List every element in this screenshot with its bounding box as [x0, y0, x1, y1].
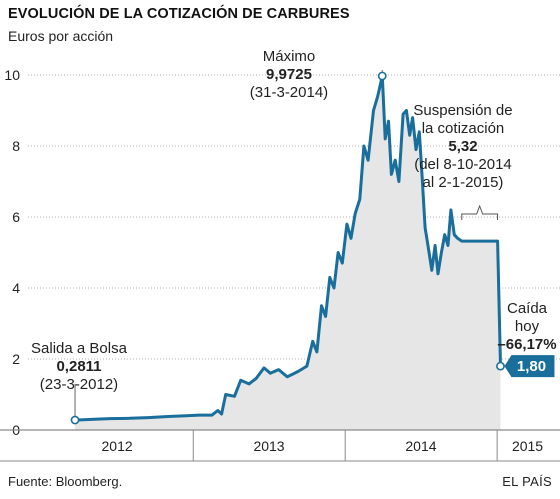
y-tick-label: 4: [12, 280, 20, 296]
max-value: 9,9725: [266, 66, 312, 83]
y-tick-label: 6: [12, 209, 20, 225]
publisher-logo: EL PAÍS: [502, 474, 552, 489]
x-tick-label: 2012: [102, 438, 133, 454]
suspension-line1: Suspensión de: [413, 102, 513, 119]
price-line: [70, 71, 505, 425]
drop-line1: Caída: [506, 300, 548, 317]
source-note: Fuente: Bloomberg.: [8, 474, 123, 489]
current-value-label: 1,80: [517, 358, 546, 375]
suspension-date1: (del 8-10-2014: [414, 156, 512, 173]
suspension-bracket: [461, 204, 499, 220]
chart-title: EVOLUCIÓN DE LA COTIZACIÓN DE CARBURES: [8, 6, 350, 22]
ipo-annotation: Salida a Bolsa 0,2811 (23-3-2012): [4, 340, 154, 394]
highlight-point: [496, 361, 505, 371]
drop-line2: hoy: [514, 318, 540, 335]
max-annotation: Máximo 9,9725 (31-3-2014): [234, 48, 344, 102]
annotation-overlays: 1,80: [74, 70, 555, 417]
max-label: Máximo: [262, 48, 316, 65]
suspension-line2: la cotización: [421, 120, 505, 137]
current-value-badge: [504, 355, 555, 378]
ipo-value: 0,2811: [56, 358, 102, 375]
suspension-annotation: Suspensión de la cotización 5,32 (del 8-…: [398, 102, 528, 192]
y-axis-unit: Euros por acción: [8, 28, 114, 44]
y-tick-label: 8: [12, 138, 20, 154]
drop-annotation: Caída hoy –66,17%: [494, 300, 560, 354]
ipo-date: (23-3-2012): [39, 376, 119, 393]
y-tick-label: 10: [4, 67, 20, 83]
max-date: (31-3-2014): [249, 84, 329, 101]
x-tick-label: 2015: [512, 438, 543, 454]
highlight-point: [70, 415, 80, 425]
highlight-point: [377, 71, 387, 81]
ipo-label: Salida a Bolsa: [31, 340, 127, 357]
x-tick-label: 2014: [405, 438, 436, 454]
suspension-date2: al 2-1-2015): [422, 174, 504, 191]
suspension-value: 5,32: [448, 138, 478, 155]
price-series-line: [73, 74, 502, 422]
x-tick-label: 2013: [253, 438, 284, 454]
y-tick-label: 2: [12, 351, 20, 367]
drop-value: –66,17%: [497, 336, 557, 353]
